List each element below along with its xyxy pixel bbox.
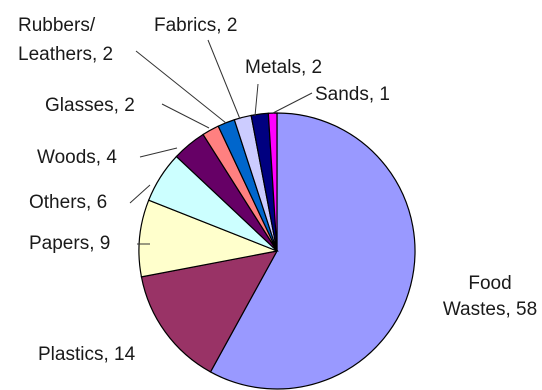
slice-label-plastics: Plastics, 14 [38, 344, 136, 365]
pie-slices [138, 112, 416, 390]
slice-label-metals: Metals, 2 [245, 57, 322, 78]
leader-line-sands [272, 92, 313, 114]
leader-line-fabrics [207, 39, 241, 120]
slice-label-sands: Sands, 1 [315, 84, 390, 105]
leader-line-glasses [161, 103, 210, 129]
slice-labels: Food Wastes, 58 Plastics, 14 Papers, 9 Other… [18, 15, 537, 365]
slice-label-food-wastes: Food Wastes, 58 [443, 273, 537, 320]
slice-label-papers: Papers, 9 [29, 233, 110, 254]
pie-slice-food-wastes [209, 112, 416, 390]
slice-label-fabrics: Fabrics, 2 [154, 15, 237, 36]
pie-slice-plastics [140, 250, 279, 373]
leader-line-metals [254, 83, 259, 117]
slice-label-glasses: Glasses, 2 [45, 95, 135, 116]
pie-slice-sands [267, 112, 278, 252]
leader-line-others [129, 184, 151, 204]
slice-label-woods: Woods, 4 [37, 147, 117, 168]
leader-line-woods [139, 147, 178, 158]
slice-label-others: Others, 6 [29, 192, 107, 213]
leader-lines [129, 39, 313, 245]
leader-line-rubbers-leathers [135, 50, 227, 124]
slice-label-rubbers-leathers: Rubbers/Leathers, 2 [18, 15, 113, 65]
